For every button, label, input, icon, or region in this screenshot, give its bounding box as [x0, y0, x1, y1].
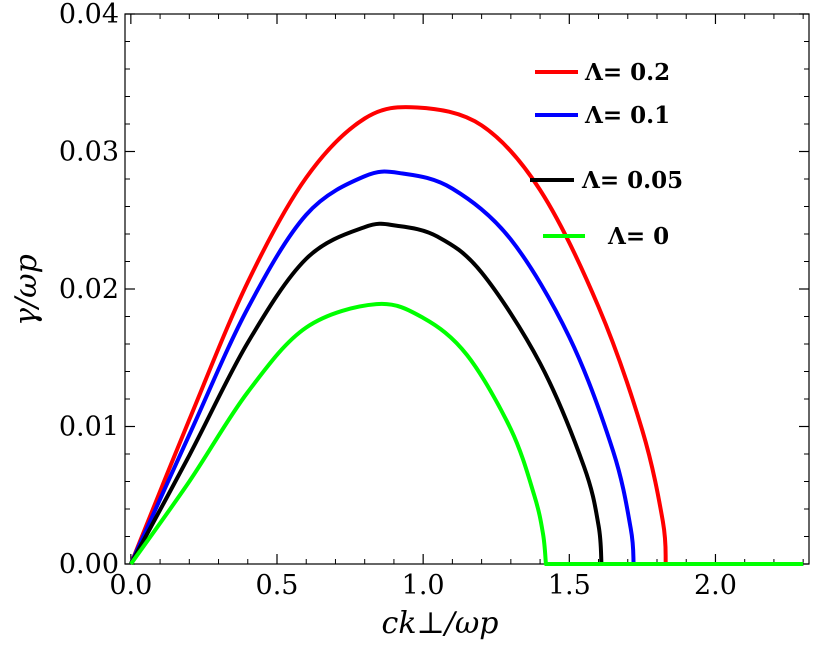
x-tick-label: 0.5	[256, 570, 299, 601]
plot-frame	[124, 13, 810, 565]
series-line-1	[129, 169, 804, 566]
y-axis-label: γ/ωp	[9, 254, 44, 326]
series-line-0	[128, 105, 804, 566]
x-tick-label: 1.5	[548, 570, 591, 601]
legend-label: Λ= 0.2	[584, 59, 670, 86]
legend-label: Λ= 0.05	[581, 167, 683, 194]
legend-label: Λ= 0	[607, 223, 669, 250]
x-tick-label: 1.0	[402, 570, 445, 601]
x-tick-label: 0.0	[109, 570, 152, 601]
legend: Λ= 0.2 Λ= 0.1 Λ= 0.05 Λ= 0	[530, 59, 683, 250]
y-tick-label: 0.01	[59, 412, 119, 443]
y-tick-labels: 0.00 0.01 0.02 0.03 0.04	[59, 0, 119, 580]
x-axis-label: ck⊥/ωp	[382, 606, 499, 641]
x-tick-label: 2.0	[694, 570, 737, 601]
axis-ticks	[125, 13, 809, 565]
y-tick-label: 0.04	[59, 0, 119, 30]
y-tick-label: 0.02	[59, 274, 119, 305]
series-line-2	[129, 221, 804, 566]
y-tick-label: 0.00	[59, 549, 119, 580]
series-line-3	[129, 301, 804, 566]
legend-label: Λ= 0.1	[584, 102, 670, 129]
y-tick-label: 0.03	[59, 137, 119, 168]
series-lines	[128, 105, 804, 566]
x-tick-labels: 0.0 0.5 1.0 1.5 2.0	[109, 570, 737, 601]
